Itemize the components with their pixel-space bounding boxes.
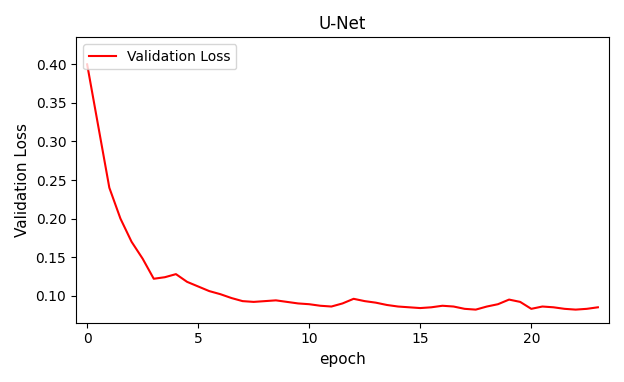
Validation Loss <box>283 299 291 304</box>
Validation Loss <box>461 306 469 311</box>
Validation Loss <box>150 277 157 281</box>
Validation Loss <box>339 301 346 306</box>
Validation Loss <box>550 305 557 309</box>
Validation Loss <box>295 301 302 306</box>
Validation Loss <box>250 299 258 304</box>
Validation Loss <box>505 297 513 302</box>
Validation Loss <box>517 299 524 304</box>
Validation Loss <box>539 304 546 309</box>
Legend: Validation Loss: Validation Loss <box>83 44 236 70</box>
Validation Loss <box>450 304 457 309</box>
Title: U-Net: U-Net <box>319 15 366 33</box>
Validation Loss <box>105 185 113 190</box>
Validation Loss <box>483 304 490 309</box>
Validation Loss <box>406 305 413 309</box>
Validation Loss <box>172 272 180 277</box>
Y-axis label: Validation Loss: Validation Loss <box>15 123 30 237</box>
Validation Loss <box>427 305 435 309</box>
Validation Loss <box>228 296 235 300</box>
Validation Loss <box>561 306 568 311</box>
Validation Loss <box>128 240 135 244</box>
Validation Loss <box>272 298 280 303</box>
Validation Loss <box>416 306 424 310</box>
Validation Loss <box>306 302 313 306</box>
Line: Validation Loss: Validation Loss <box>87 64 598 309</box>
Validation Loss <box>594 305 602 309</box>
Validation Loss <box>583 306 590 311</box>
Validation Loss <box>139 256 147 261</box>
Validation Loss <box>472 307 479 312</box>
Validation Loss <box>239 299 246 303</box>
Validation Loss <box>328 304 335 309</box>
Validation Loss <box>527 306 535 311</box>
Validation Loss <box>94 124 102 128</box>
Validation Loss <box>394 304 402 309</box>
Validation Loss <box>494 302 502 306</box>
Validation Loss <box>261 299 268 303</box>
Validation Loss <box>161 275 168 280</box>
Validation Loss <box>195 284 202 289</box>
Validation Loss <box>439 303 446 308</box>
Validation Loss <box>84 62 91 66</box>
Validation Loss <box>372 300 379 305</box>
Validation Loss <box>350 296 358 301</box>
Validation Loss <box>361 299 368 303</box>
Validation Loss <box>117 216 124 221</box>
Validation Loss <box>217 292 224 296</box>
Validation Loss <box>572 307 580 312</box>
Validation Loss <box>183 280 191 284</box>
Validation Loss <box>316 303 324 308</box>
Validation Loss <box>205 289 213 293</box>
Validation Loss <box>383 303 391 307</box>
X-axis label: epoch: epoch <box>319 352 366 367</box>
